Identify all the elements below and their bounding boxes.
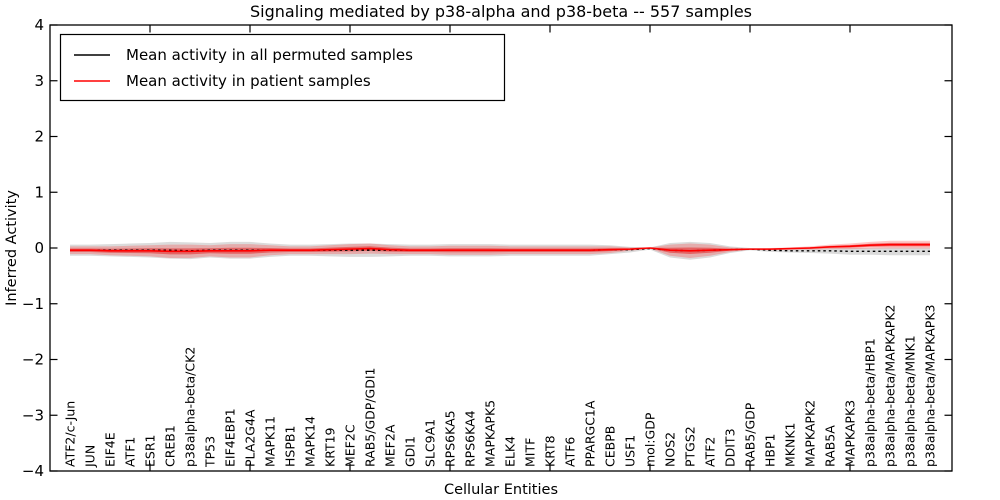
y-tick-label: −2 — [22, 351, 44, 369]
line-layer — [70, 243, 930, 253]
x-tick-label: ATF2/c-Jun — [63, 401, 78, 467]
x-tick-label: MAPKAPK5 — [483, 400, 498, 467]
legend-label-permuted: Mean activity in all permuted samples — [126, 46, 413, 64]
y-tick-label: −1 — [22, 295, 44, 313]
x-tick-label: DDIT3 — [723, 428, 738, 467]
x-tick-label: MAPKAPK2 — [803, 400, 818, 467]
legend: Mean activity in all permuted samples Me… — [59, 33, 506, 102]
x-tick-label: CEBPB — [603, 426, 618, 467]
x-tick-label: EIF4E — [103, 432, 118, 467]
series-band — [70, 242, 930, 255]
x-tick-label: CREB1 — [163, 425, 178, 467]
x-tick-label: p38alpha-beta/MAPKAPK2 — [883, 305, 898, 468]
legend-label-patient: Mean activity in patient samples — [126, 72, 371, 90]
x-tick-label: NOS2 — [663, 432, 678, 467]
y-tick-label: −4 — [22, 462, 44, 480]
x-tick-label: MEF2C — [343, 424, 358, 467]
x-tick-label: GDI1 — [403, 436, 418, 467]
x-tick-label: SLC9A1 — [423, 419, 438, 467]
x-tick-label-layer: ATF2/c-Jun JUN EIF4E ATF1 ESR1 CREB1 p38alpha-… — [63, 305, 938, 469]
y-tick-label: 2 — [34, 128, 44, 146]
x-tick-label: mol:GDP — [643, 412, 658, 467]
x-tick-label: PPARGC1A — [583, 400, 598, 467]
x-tick-label: p38alpha-beta/MAPKAPK3 — [923, 305, 938, 468]
x-tick-label: MAPK14 — [303, 416, 318, 467]
y-tick-label: 0 — [34, 239, 44, 257]
x-tick-label: RPS6KA4 — [463, 410, 478, 467]
chart-title: Signaling mediated by p38-alpha and p38-… — [250, 2, 752, 21]
x-tick-label: p38alpha-beta/MNK1 — [903, 335, 918, 467]
x-tick-label: PLA2G4A — [243, 409, 258, 467]
axes-frame — [49, 24, 953, 472]
x-tick-label: ATF6 — [563, 437, 578, 467]
x-tick-label: TP53 — [203, 436, 218, 468]
y-tick-label: 3 — [34, 72, 44, 90]
x-tick-label: JUN — [83, 445, 98, 468]
x-tick-label: MAPKAPK3 — [843, 400, 858, 467]
patient-mean-line — [70, 243, 930, 253]
x-tick-label: PTGS2 — [683, 426, 698, 467]
x-tick-label: RAB5A — [823, 425, 838, 467]
x-tick-label: USF1 — [623, 435, 638, 467]
x-tick-label: ATF2 — [703, 437, 718, 467]
y-tick-label: −3 — [22, 406, 44, 424]
x-tick-label: RAB5/GDP — [743, 402, 758, 467]
x-tick-label: HSPB1 — [283, 426, 298, 467]
x-tick-label: ESR1 — [143, 435, 158, 467]
x-tick-label: KRT19 — [323, 427, 338, 467]
y-tick-label: 4 — [34, 16, 44, 34]
x-tick-label: HBP1 — [763, 434, 778, 467]
x-tick-label: MKNK1 — [783, 423, 798, 467]
x-tick-label: EIF4EBP1 — [223, 408, 238, 467]
x-tick-label: MAPK11 — [263, 416, 278, 467]
x-tick-label: RPS6KA5 — [443, 410, 458, 467]
y-axis-label: Inferred Activity — [4, 190, 20, 306]
x-axis-label: Cellular Entities — [444, 482, 558, 498]
x-tick-label: MITF — [523, 438, 538, 467]
x-tick-label: p38alpha-beta/HBP1 — [863, 338, 878, 467]
x-tick-label: RAB5/GDP/GDI1 — [363, 368, 378, 467]
legend-box — [59, 33, 506, 102]
x-tick-label: MEF2A — [383, 424, 398, 467]
x-tick-label: p38alpha-beta/CK2 — [183, 347, 198, 467]
x-tick-label: KRT8 — [543, 435, 558, 467]
y-tick-label-layer: 4 3 2 1 0 −1 −2 −3 −4 — [22, 16, 44, 480]
y-tick-label: 1 — [34, 183, 44, 201]
x-tick-label: ATF1 — [123, 437, 138, 467]
x-tick-label: ELK4 — [503, 436, 518, 467]
